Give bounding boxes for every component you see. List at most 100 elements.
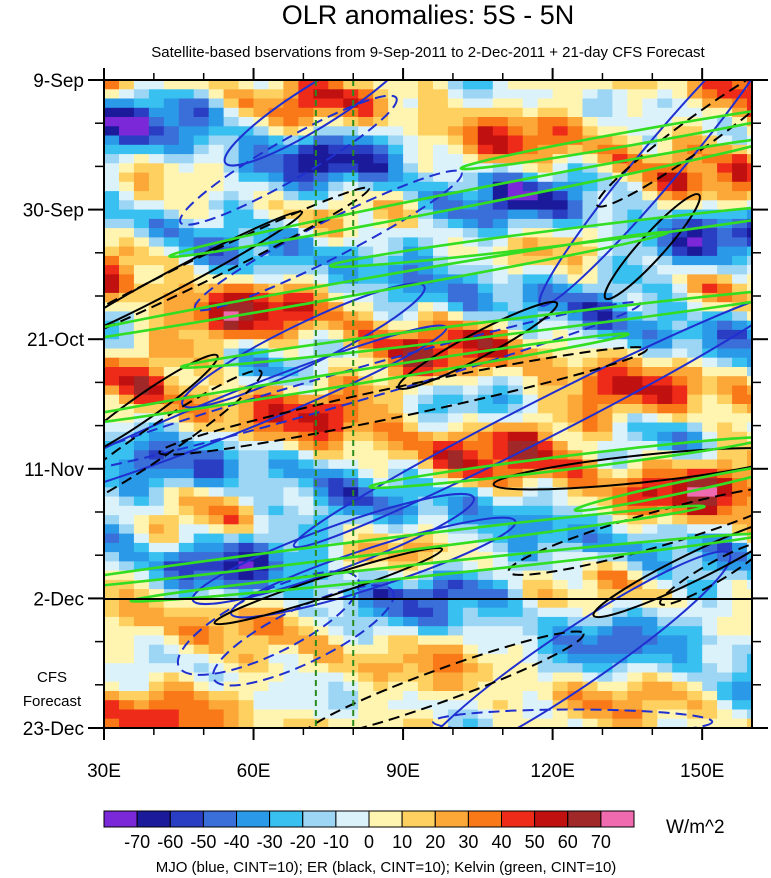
heatmap-cell — [193, 283, 210, 294]
heatmap-cell — [418, 117, 434, 127]
heatmap-cell — [298, 209, 314, 220]
y-tick-label: 2-Dec — [33, 589, 84, 610]
heatmap-cell — [702, 135, 718, 146]
heatmap-cell — [597, 533, 614, 544]
heatmap-cell — [223, 478, 240, 488]
heatmap-cell — [597, 117, 614, 127]
heatmap-cell — [627, 80, 643, 90]
heatmap-cell — [298, 441, 314, 451]
heatmap-cell — [418, 635, 434, 646]
heatmap-cell — [119, 200, 135, 211]
heatmap-cell — [104, 663, 120, 674]
heatmap-cell — [298, 431, 314, 442]
heatmap-cell — [119, 487, 135, 498]
heatmap-cell — [238, 653, 255, 664]
heatmap-cell — [477, 191, 494, 201]
heatmap-cell — [268, 98, 285, 109]
heatmap-cell — [702, 283, 718, 294]
heatmap-cell — [283, 450, 299, 461]
x-tick-label: 120E — [530, 761, 574, 782]
heatmap-cell — [268, 579, 285, 590]
heatmap-cell — [133, 607, 150, 618]
heatmap-cell — [178, 117, 195, 127]
heatmap-cell — [133, 450, 150, 461]
heatmap-cell — [567, 552, 584, 562]
heatmap-cell — [732, 357, 748, 368]
heatmap-cell — [462, 542, 479, 553]
heatmap-cell — [238, 154, 255, 164]
heatmap-cell — [732, 283, 748, 294]
heatmap-cell — [672, 441, 688, 451]
heatmap-cell — [492, 505, 509, 516]
heatmap-cell — [148, 422, 165, 433]
heatmap-cell — [582, 468, 599, 479]
heatmap-cell — [133, 98, 150, 109]
heatmap-cell — [148, 181, 165, 192]
heatmap-cell — [313, 154, 329, 164]
heatmap-cell — [119, 80, 135, 90]
heatmap-cell — [552, 302, 569, 313]
heatmap-cell — [627, 292, 643, 303]
heatmap-cell — [373, 144, 389, 155]
heatmap-cell — [133, 357, 150, 368]
heatmap-cell — [462, 274, 479, 285]
heatmap-cell — [163, 644, 180, 655]
heatmap-cell — [612, 265, 628, 275]
heatmap-cell — [193, 579, 210, 590]
heatmap-cell — [552, 126, 569, 137]
heatmap-cell — [732, 468, 748, 479]
heatmap-cell — [104, 191, 120, 201]
heatmap-cell — [163, 191, 180, 201]
heatmap-cell — [148, 89, 165, 100]
heatmap-cell — [418, 561, 434, 572]
heatmap-cell — [223, 542, 240, 553]
heatmap-cell — [492, 570, 509, 581]
heatmap-cell — [717, 107, 733, 118]
heatmap-cell — [358, 663, 374, 674]
heatmap-cell — [178, 348, 195, 359]
heatmap-cell — [522, 552, 539, 562]
heatmap-cell — [433, 413, 449, 424]
heatmap-cell — [657, 616, 673, 627]
heatmap-cell — [328, 496, 344, 507]
heatmap-cell — [178, 644, 195, 655]
heatmap-cell — [148, 191, 165, 201]
heatmap-cell — [627, 533, 643, 544]
heatmap-cell — [343, 533, 359, 544]
heatmap-cell — [732, 329, 748, 340]
heatmap-cell — [732, 311, 748, 322]
heatmap-cell — [178, 533, 195, 544]
heatmap-cell — [403, 107, 419, 118]
heatmap-cell — [657, 329, 673, 340]
heatmap-cell — [612, 616, 628, 627]
heatmap-cell — [627, 431, 643, 442]
heatmap-cell — [477, 311, 494, 322]
heatmap-cell — [238, 616, 255, 627]
heatmap-cell — [238, 172, 255, 183]
heatmap-cell — [447, 117, 464, 127]
kelvin-contour — [129, 532, 752, 603]
heatmap-cell — [672, 357, 688, 368]
heatmap-cell — [537, 320, 554, 331]
heatmap-cell — [687, 663, 703, 674]
heatmap-cell — [612, 422, 628, 433]
heatmap-cell — [268, 172, 285, 183]
colorbar-swatch — [600, 810, 635, 828]
heatmap-cell — [238, 385, 255, 396]
heatmap-cell — [223, 283, 240, 294]
heatmap-cell — [582, 89, 599, 100]
heatmap-cell — [567, 144, 584, 155]
heatmap-cell — [627, 265, 643, 275]
heatmap-cell — [687, 413, 703, 424]
heatmap-cell — [328, 228, 344, 238]
heatmap-cell — [104, 598, 120, 609]
heatmap-cell — [178, 181, 195, 192]
heatmap-cell — [104, 533, 120, 544]
heatmap-cell — [283, 663, 299, 674]
heatmap-cell — [223, 80, 240, 90]
kelvin-contour — [168, 136, 752, 259]
heatmap-cell — [507, 181, 524, 192]
heatmap-cell — [747, 311, 752, 322]
heatmap-cell — [447, 644, 464, 655]
heatmap-cell — [208, 589, 225, 599]
